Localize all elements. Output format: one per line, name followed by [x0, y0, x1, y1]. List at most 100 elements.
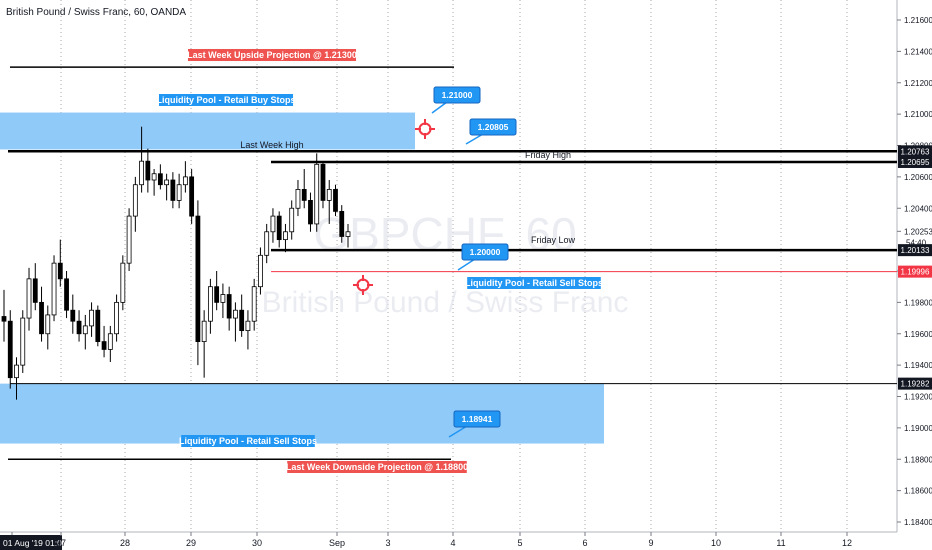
candles-layer — [1, 126, 351, 400]
candle-body — [39, 301, 44, 335]
candle-body — [20, 317, 26, 366]
callout-box[interactable] — [433, 86, 481, 104]
target-icon — [415, 119, 435, 139]
candle-body — [107, 333, 113, 350]
candle-body — [226, 294, 232, 319]
line-label: Liquidity Pool - Retail Buy Stops — [156, 95, 295, 105]
candle-body — [151, 173, 157, 181]
callout-label: 1.20000 — [470, 247, 501, 257]
x-tick-label: 27 — [56, 538, 66, 548]
callout-box[interactable] — [453, 410, 501, 428]
watermark-name: British Pound / Swiss Franc — [262, 286, 629, 319]
price-tag-label: 1.20763 — [901, 147, 930, 156]
candle-body — [207, 286, 213, 322]
candle-body — [164, 179, 170, 186]
y-tick-label: 1.21000 — [904, 110, 932, 119]
candle-body — [170, 179, 176, 201]
line-label-bg — [181, 435, 315, 447]
candle-body — [326, 189, 332, 201]
candle-body — [120, 262, 126, 303]
y-tick-label: 1.20600 — [904, 173, 932, 182]
candle-body — [7, 320, 13, 379]
candle-body — [189, 176, 195, 217]
zones-layer — [0, 112, 604, 444]
grid-layer — [60, 0, 848, 532]
candle-body — [70, 309, 76, 322]
price-tag-label: 1.19282 — [901, 380, 930, 389]
callout-box[interactable] — [469, 118, 517, 136]
y-tick-label: 1.21400 — [904, 47, 932, 56]
candle-body — [345, 231, 351, 237]
price-tag-label: 1.20133 — [901, 246, 930, 255]
candle-body — [57, 262, 63, 280]
x-tick-label: 12 — [842, 538, 852, 548]
candle-body — [26, 278, 32, 319]
candle-body — [139, 160, 145, 186]
y-tick-label: 1.19400 — [904, 361, 932, 370]
candle-body — [201, 320, 207, 342]
x-tick-label: 10 — [711, 538, 721, 548]
x-tick-label: 9 — [648, 538, 653, 548]
callout-label: 1.20805 — [478, 122, 509, 132]
candle-body — [233, 309, 238, 319]
candle-body — [258, 254, 263, 288]
candle-body — [14, 364, 19, 379]
callout-pointer — [431, 101, 448, 114]
y-tick-label: 1.20400 — [904, 204, 932, 213]
candle-body — [339, 210, 345, 237]
liquidity-zone — [0, 383, 604, 444]
candle-body — [251, 286, 257, 322]
line-label-bg — [467, 277, 601, 289]
candle-body — [64, 278, 69, 311]
y-tick-label: 1.19000 — [904, 424, 932, 433]
candle-body — [45, 314, 51, 335]
candle-body — [126, 215, 132, 264]
candle-body — [195, 215, 201, 342]
line-label: Liquidity Pool - Retail Sell Stops — [179, 436, 317, 446]
y-tick-label: 1.21600 — [904, 16, 932, 25]
x-tick-label: 30 — [252, 538, 262, 548]
candle-body — [101, 341, 107, 350]
callout-pointer — [457, 258, 476, 271]
x-tick-label: Sep — [329, 538, 345, 548]
bar-countdown: 54:40 — [906, 238, 927, 247]
target-icon — [353, 275, 373, 295]
x-tick-label: 28 — [120, 538, 130, 548]
callout-label: 1.18941 — [462, 414, 493, 424]
y-tick-label: 1.19800 — [904, 298, 932, 307]
liquidity-zone — [0, 112, 415, 150]
line-label-bg — [187, 49, 357, 61]
candle-body — [220, 294, 226, 303]
line-label: Friday Low — [531, 235, 576, 245]
line-label: Last Week Downside Projection @ 1.18800 — [286, 462, 468, 472]
x-tick-label: 4 — [450, 538, 455, 548]
price-tag-badge — [898, 377, 932, 390]
x-tick-label: 29 — [186, 538, 196, 548]
candle-body — [270, 215, 276, 233]
watermark-ticker: GBPCHF, 60 — [313, 208, 576, 260]
price-tag-badge — [898, 244, 932, 257]
y-tick-label: 1.19200 — [904, 393, 932, 402]
callout-box[interactable] — [461, 243, 509, 261]
candle-body — [51, 262, 57, 316]
line-label-bg — [158, 94, 294, 106]
candle-body — [295, 189, 301, 209]
callout-label: 1.21000 — [442, 90, 473, 100]
candle-body — [283, 231, 288, 241]
candle-body — [214, 286, 220, 303]
candle-body — [245, 320, 251, 332]
candle-body — [239, 309, 245, 332]
line-label: Last Week High — [240, 140, 303, 150]
x-tick-badge — [0, 535, 62, 550]
x-tick-label: 3 — [385, 538, 390, 548]
line-label-bg — [287, 461, 467, 473]
candle-body — [157, 173, 163, 186]
callout-pointer — [448, 425, 468, 438]
candle-body — [289, 207, 295, 233]
labels-layer: Last Week Upside Projection @ 1.21300 Las… — [156, 49, 603, 473]
price-tag-badge — [898, 265, 932, 278]
y-tick-label: 1.19600 — [904, 330, 932, 339]
